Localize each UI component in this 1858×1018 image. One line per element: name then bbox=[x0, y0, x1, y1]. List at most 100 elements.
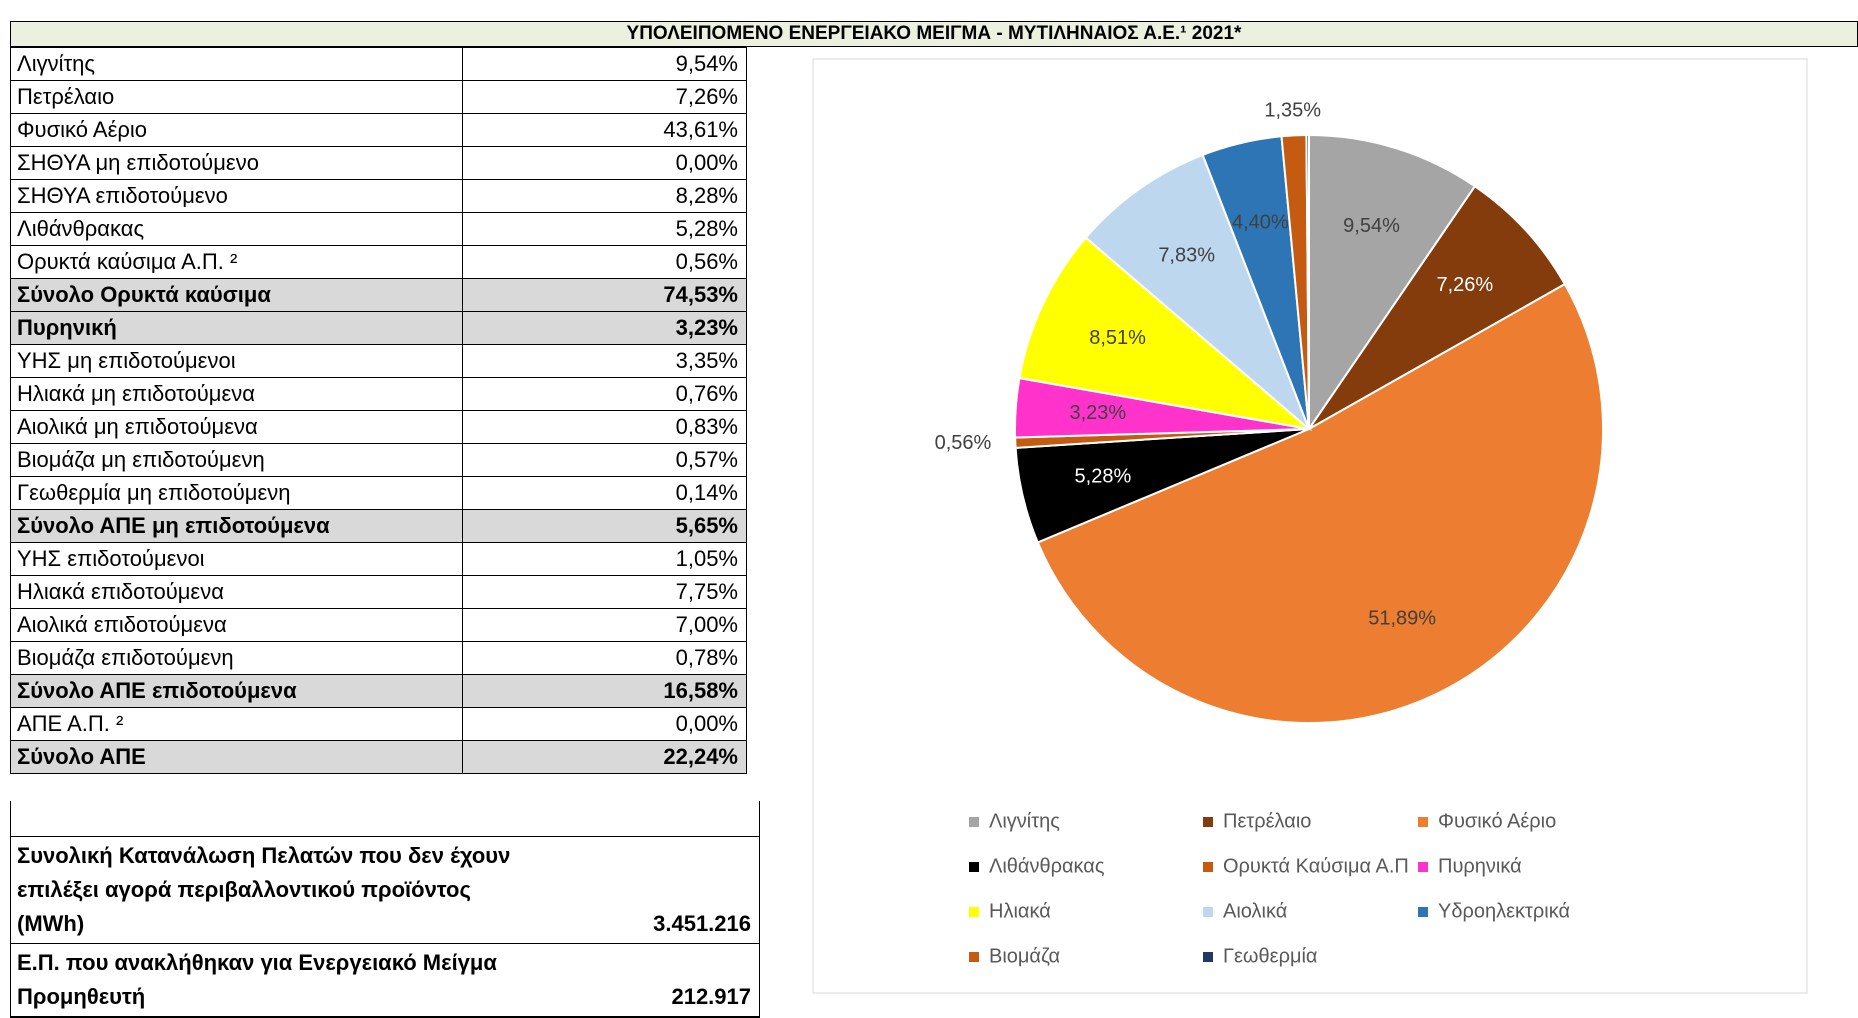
row-value: 74,53% bbox=[462, 278, 747, 312]
table-row: Σύνολο Ορυκτά καύσιμα 74,53% bbox=[10, 278, 747, 312]
pie-slice bbox=[1014, 428, 1310, 449]
data-label: 9,54% bbox=[1343, 215, 1400, 237]
pie-slice bbox=[1280, 134, 1310, 430]
pie-slice bbox=[1308, 184, 1567, 430]
legend-swatch bbox=[1203, 817, 1213, 827]
row-value: 16,58% bbox=[462, 674, 747, 708]
legend-swatch bbox=[969, 907, 979, 917]
legend-swatch bbox=[969, 862, 979, 872]
row-label: ΥΗΣ επιδοτούμενοι bbox=[10, 542, 463, 576]
pie-slice bbox=[1018, 236, 1313, 431]
pie-slice bbox=[1036, 282, 1604, 724]
row-label: Πυρηνική bbox=[10, 311, 463, 345]
pie-slice bbox=[1014, 376, 1310, 439]
table-row: Σύνολο ΑΠΕ 22,24% bbox=[10, 740, 747, 774]
row-label: ΥΗΣ μη επιδοτούμενοι bbox=[10, 344, 463, 378]
data-label: 51,89% bbox=[1368, 607, 1436, 629]
legend-label: Ορυκτά Καύσιμα Α.Π bbox=[1223, 855, 1409, 877]
row-value: 1,05% bbox=[462, 542, 747, 576]
legend-swatch bbox=[1203, 907, 1213, 917]
mix-table: Λιγνίτης 9,54% Πετρέλαιο 7,26% Φυσικό Αέριο 4… bbox=[10, 47, 747, 774]
table-row: Φυσικό Αέριο 43,61% bbox=[10, 113, 747, 147]
row-label: Πετρέλαιο bbox=[10, 80, 463, 114]
row-value: 3,35% bbox=[462, 344, 747, 378]
row-label: Σύνολο Ορυκτά καύσιμα bbox=[10, 278, 463, 312]
row-label: Λιθάνθρακας bbox=[10, 212, 463, 246]
row-value: 3,23% bbox=[462, 311, 747, 345]
row-label: Σύνολο ΑΠΕ bbox=[10, 740, 463, 774]
row-label: Λιγνίτης bbox=[10, 47, 463, 81]
row-label: ΑΠΕ Α.Π. ² bbox=[10, 707, 463, 741]
legend-swatch bbox=[1418, 862, 1428, 872]
legend-swatch bbox=[1203, 952, 1213, 962]
row-label: Σύνολο ΑΠΕ μη επιδοτούμενα bbox=[10, 509, 463, 543]
row-label: Ηλιακά επιδοτούμενα bbox=[10, 575, 463, 609]
pie-slice bbox=[1084, 153, 1310, 430]
legend-label: Λιγνίτης bbox=[989, 810, 1060, 832]
table-row: ΑΠΕ Α.Π. ² 0,00% bbox=[10, 707, 747, 741]
table-row: Λιγνίτης 9,54% bbox=[10, 47, 747, 81]
legend-label: Φυσικό Αέριο bbox=[1438, 810, 1556, 832]
legend-swatch bbox=[969, 952, 979, 962]
table-row: Ηλιακά επιδοτούμενα 7,75% bbox=[10, 575, 747, 609]
summary-value: 3.451.216 bbox=[653, 911, 751, 936]
row-value: 43,61% bbox=[462, 113, 747, 147]
row-label: Γεωθερμία μη επιδοτούμενη bbox=[10, 476, 463, 510]
row-label: ΣΗΘΥΑ μη επιδοτούμενο bbox=[10, 146, 463, 180]
chart-area bbox=[812, 58, 1808, 994]
row-label: Σύνολο ΑΠΕ επιδοτούμενα bbox=[10, 674, 463, 708]
table-row: Αιολικά επιδοτούμενα 7,00% bbox=[10, 608, 747, 642]
legend-label: Πυρηνικά bbox=[1438, 855, 1522, 877]
row-label: Ηλιακά μη επιδοτούμενα bbox=[10, 377, 463, 411]
data-label: 4,40% bbox=[1232, 211, 1289, 233]
row-value: 0,76% bbox=[462, 377, 747, 411]
row-label: Αιολικά μη επιδοτούμενα bbox=[10, 410, 463, 444]
legend-label: Λιθάνθρακας bbox=[989, 855, 1105, 877]
legend-label: Υδροηλεκτρικά bbox=[1438, 900, 1570, 922]
row-value: 22,24% bbox=[462, 740, 747, 774]
table-row: ΥΗΣ μη επιδοτούμενοι 3,35% bbox=[10, 344, 747, 378]
row-value: 9,54% bbox=[462, 47, 747, 81]
data-label: 1,35% bbox=[1264, 100, 1321, 122]
summary-value: 212.917 bbox=[671, 984, 751, 1009]
row-value: 0,00% bbox=[462, 146, 747, 180]
table-row: Λιθάνθρακας 5,28% bbox=[10, 212, 747, 246]
table-row: Γεωθερμία μη επιδοτούμενη 0,14% bbox=[10, 476, 747, 510]
data-label: 7,83% bbox=[1158, 245, 1215, 267]
legend-label: Αιολικά bbox=[1223, 900, 1287, 922]
summary-table: Συνολική Κατανάλωση Πελατών που δεν έχου… bbox=[10, 836, 760, 1018]
row-value: 0,78% bbox=[462, 641, 747, 675]
pie-slice bbox=[1201, 135, 1310, 430]
row-value: 0,57% bbox=[462, 443, 747, 477]
row-value: 0,83% bbox=[462, 410, 747, 444]
row-value: 7,26% bbox=[462, 80, 747, 114]
row-label: Βιομάζα επιδοτούμενη bbox=[10, 641, 463, 675]
data-label: 7,26% bbox=[1436, 274, 1493, 296]
empty-row bbox=[10, 801, 760, 837]
summary-row: Συνολική Κατανάλωση Πελατών που δεν έχου… bbox=[11, 837, 759, 944]
pie-slice bbox=[1014, 428, 1310, 544]
summary-row: Ε.Π. που ανακλήθηκαν για Ενεργειακό Μείγ… bbox=[11, 944, 759, 1017]
legend-swatch bbox=[1203, 862, 1213, 872]
summary-label: Ε.Π. που ανακλήθηκαν για Ενεργειακό Μείγ… bbox=[17, 950, 497, 1009]
row-value: 7,00% bbox=[462, 608, 747, 642]
data-label: 0,56% bbox=[935, 432, 992, 454]
row-label: Φυσικό Αέριο bbox=[10, 113, 463, 147]
table-row: ΥΗΣ επιδοτούμενοι 1,05% bbox=[10, 542, 747, 576]
legend-label: Ηλιακά bbox=[989, 900, 1051, 922]
legend-swatch bbox=[969, 817, 979, 827]
data-label: 8,51% bbox=[1089, 327, 1146, 349]
row-value: 7,75% bbox=[462, 575, 747, 609]
table-row: Ορυκτά καύσιμα Α.Π. ² 0,56% bbox=[10, 245, 747, 279]
table-row: Ηλιακά μη επιδοτούμενα 0,76% bbox=[10, 377, 747, 411]
legend-label: Πετρέλαιο bbox=[1223, 810, 1311, 832]
row-label: ΣΗΘΥΑ επιδοτούμενο bbox=[10, 179, 463, 213]
row-label: Αιολικά επιδοτούμενα bbox=[10, 608, 463, 642]
table-row: Πυρηνική 3,23% bbox=[10, 311, 747, 345]
table-row: Αιολικά μη επιδοτούμενα 0,83% bbox=[10, 410, 747, 444]
pie-slice bbox=[1308, 133, 1477, 433]
row-value: 5,65% bbox=[462, 509, 747, 543]
table-row: Σύνολο ΑΠΕ επιδοτούμενα 16,58% bbox=[10, 674, 747, 708]
row-label: Ορυκτά καύσιμα Α.Π. ² bbox=[10, 245, 463, 279]
